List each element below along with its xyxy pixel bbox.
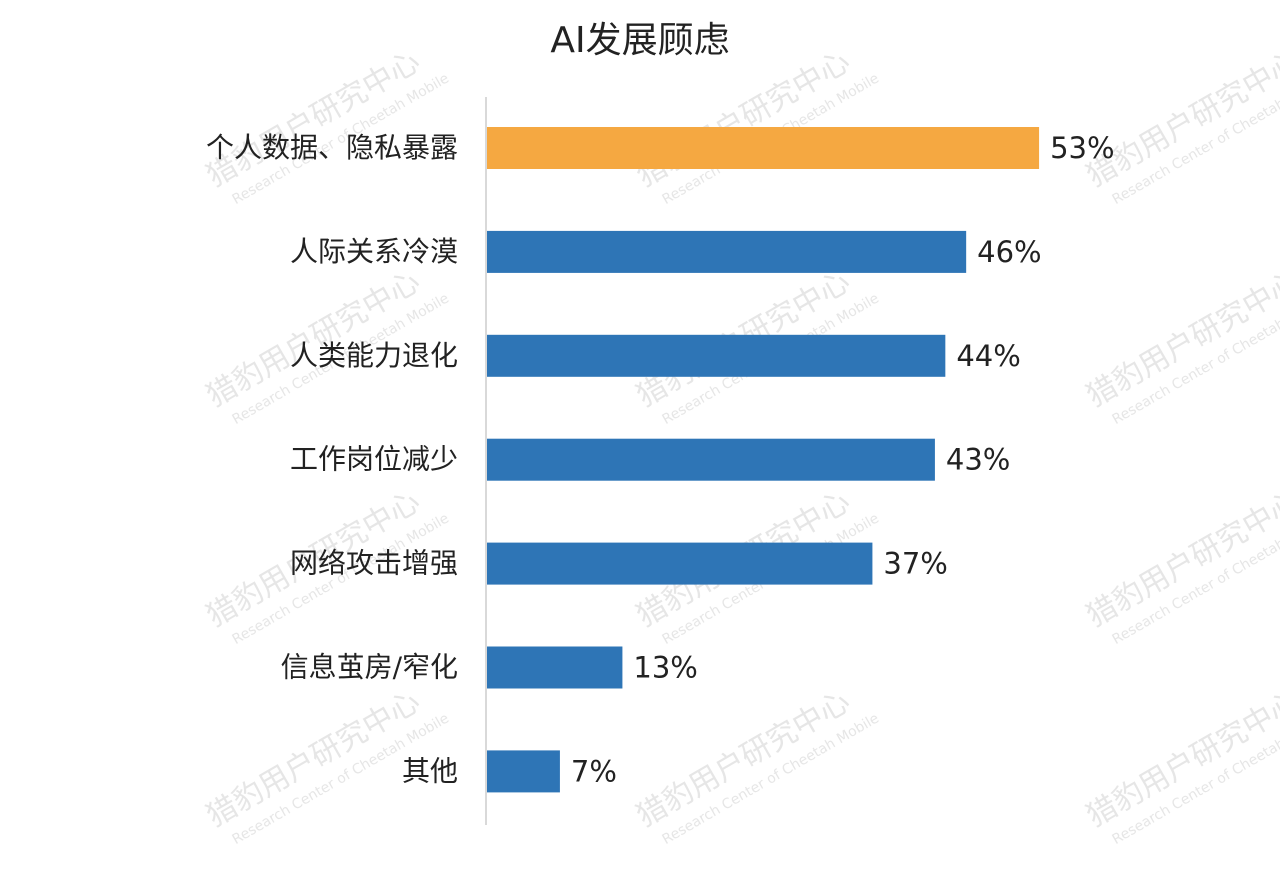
value-label: 44% (956, 339, 1020, 373)
bar (487, 750, 560, 793)
category-label: 人际关系冷漠 (290, 235, 458, 268)
watermark-text: 猎豹用户研究中心 (201, 44, 426, 194)
bar (487, 334, 946, 377)
category-label: 工作岗位减少 (290, 443, 458, 476)
watermark-text: 猎豹用户研究中心 (631, 684, 856, 834)
bar (487, 542, 873, 585)
watermark-text: 猎豹用户研究中心 (201, 684, 426, 834)
bar (487, 127, 1040, 169)
chart-title: AI发展顾虑 (550, 20, 729, 61)
category-label: 个人数据、隐私暴露 (206, 131, 458, 164)
bar (487, 438, 935, 481)
category-label: 人类能力退化 (290, 339, 458, 372)
value-label: 37% (883, 547, 947, 581)
bar (487, 230, 967, 273)
category-label: 信息茧房/窄化 (281, 651, 458, 684)
value-label: 13% (633, 651, 697, 685)
bar (487, 646, 623, 689)
category-label: 其他 (402, 754, 458, 787)
value-label: 53% (1050, 131, 1114, 165)
value-label: 7% (571, 754, 617, 788)
category-label: 网络攻击增强 (290, 547, 458, 580)
value-label: 43% (946, 443, 1010, 477)
watermark-text: 猎豹用户研究中心 (631, 44, 856, 194)
value-label: 46% (977, 235, 1041, 269)
